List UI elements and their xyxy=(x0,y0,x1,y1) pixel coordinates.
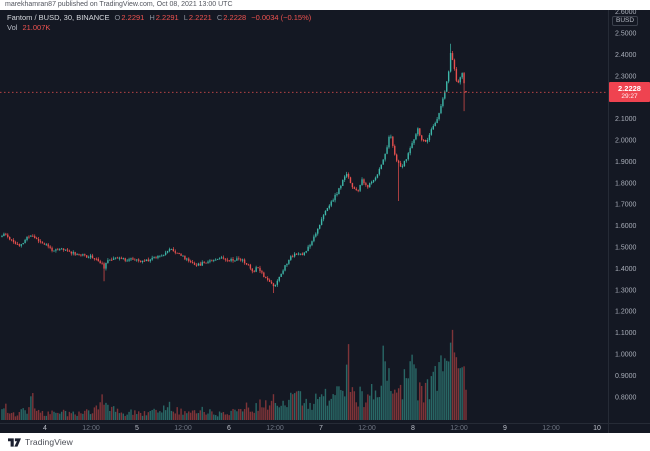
price-axis-labels[interactable]: 2.6000 2.5000 2.4000 2.3000 2.1000 2.0000 1.90… xyxy=(615,9,637,401)
time-tick-label: 12:00 xyxy=(450,425,468,432)
time-tick-label: 8 xyxy=(411,425,415,432)
time-tick-label: 7 xyxy=(319,425,323,432)
price-tick-label: 1.8000 xyxy=(615,180,637,187)
price-tick-label: 2.5000 xyxy=(615,31,637,38)
ohlc-close: C 2.2228 xyxy=(216,13,247,22)
time-tick-label: 6 xyxy=(227,425,231,432)
price-tick-label: 2.6000 xyxy=(615,9,637,16)
tradingview-wordmark[interactable]: TradingView xyxy=(25,437,73,447)
currency-unit-label[interactable]: BUSD xyxy=(612,16,639,26)
time-tick-label: 12:00 xyxy=(266,425,284,432)
time-tick-label: 12:00 xyxy=(174,425,192,432)
time-tick-label: 12:00 xyxy=(358,425,376,432)
last-price: 2.2228 xyxy=(618,83,641,93)
price-tick-label: 1.4000 xyxy=(615,266,637,273)
price-tick-label: 0.9000 xyxy=(615,373,637,380)
chart-legend: Fantom / BUSD, 30, BINANCE O 2.2291 H 2.22… xyxy=(7,13,311,33)
branding-bar: TradingView xyxy=(0,433,650,451)
price-tick-label: 2.0000 xyxy=(615,138,637,145)
time-tick-label: 12:00 xyxy=(82,425,100,432)
time-axis-labels[interactable]: 4 12:00 5 12:00 6 12:00 7 12:00 8 12:00 9 12:00 10 xyxy=(43,425,601,432)
time-tick-label: 5 xyxy=(135,425,139,432)
ohlc-high: H 2.2291 xyxy=(149,13,179,22)
time-tick-label: 12:00 xyxy=(542,425,560,432)
publish-info-bar: marekhamran87 published on TradingView.c… xyxy=(0,0,650,10)
volume-value: 21.007K xyxy=(22,23,51,32)
volume-layer xyxy=(1,329,467,420)
time-tick-label: 4 xyxy=(43,425,47,432)
last-price-badge: 2.2228 29:27 xyxy=(609,82,650,103)
ohlc-low: L 2.2221 xyxy=(183,13,212,22)
volume-label: Vol xyxy=(7,23,18,32)
legend-ohlc-row: Fantom / BUSD, 30, BINANCE O 2.2291 H 2.22… xyxy=(7,13,311,23)
symbol-title[interactable]: Fantom / BUSD, 30, BINANCE xyxy=(7,13,110,22)
tradingview-logo-icon[interactable] xyxy=(8,437,21,447)
price-tick-label: 1.2000 xyxy=(615,309,637,316)
price-tick-label: 1.1000 xyxy=(615,330,637,337)
legend-volume-row: Vol 21.007K xyxy=(7,23,311,33)
price-tick-label: 1.3000 xyxy=(615,287,637,294)
bar-countdown: 29:27 xyxy=(621,92,638,100)
price-tick-label: 2.3000 xyxy=(615,73,637,80)
price-tick-label: 1.9000 xyxy=(615,159,637,166)
price-tick-label: 1.0000 xyxy=(615,352,637,359)
price-tick-label: 2.4000 xyxy=(615,52,637,59)
price-tick-label: 0.8000 xyxy=(615,394,637,401)
price-tick-label: 2.1000 xyxy=(615,116,637,123)
price-tick-label: 1.6000 xyxy=(615,223,637,230)
chart-background xyxy=(0,10,650,433)
time-tick-label: 9 xyxy=(503,425,507,432)
publish-info-text: marekhamran87 published on TradingView.c… xyxy=(5,1,233,8)
price-change: −0.0034 (−0.15%) xyxy=(251,13,312,22)
candles-layer xyxy=(1,43,467,294)
time-tick-label: 10 xyxy=(593,425,601,432)
price-tick-label: 1.7000 xyxy=(615,202,637,209)
ohlc-open: O 2.2291 xyxy=(114,13,145,22)
price-tick-label: 1.5000 xyxy=(615,245,637,252)
